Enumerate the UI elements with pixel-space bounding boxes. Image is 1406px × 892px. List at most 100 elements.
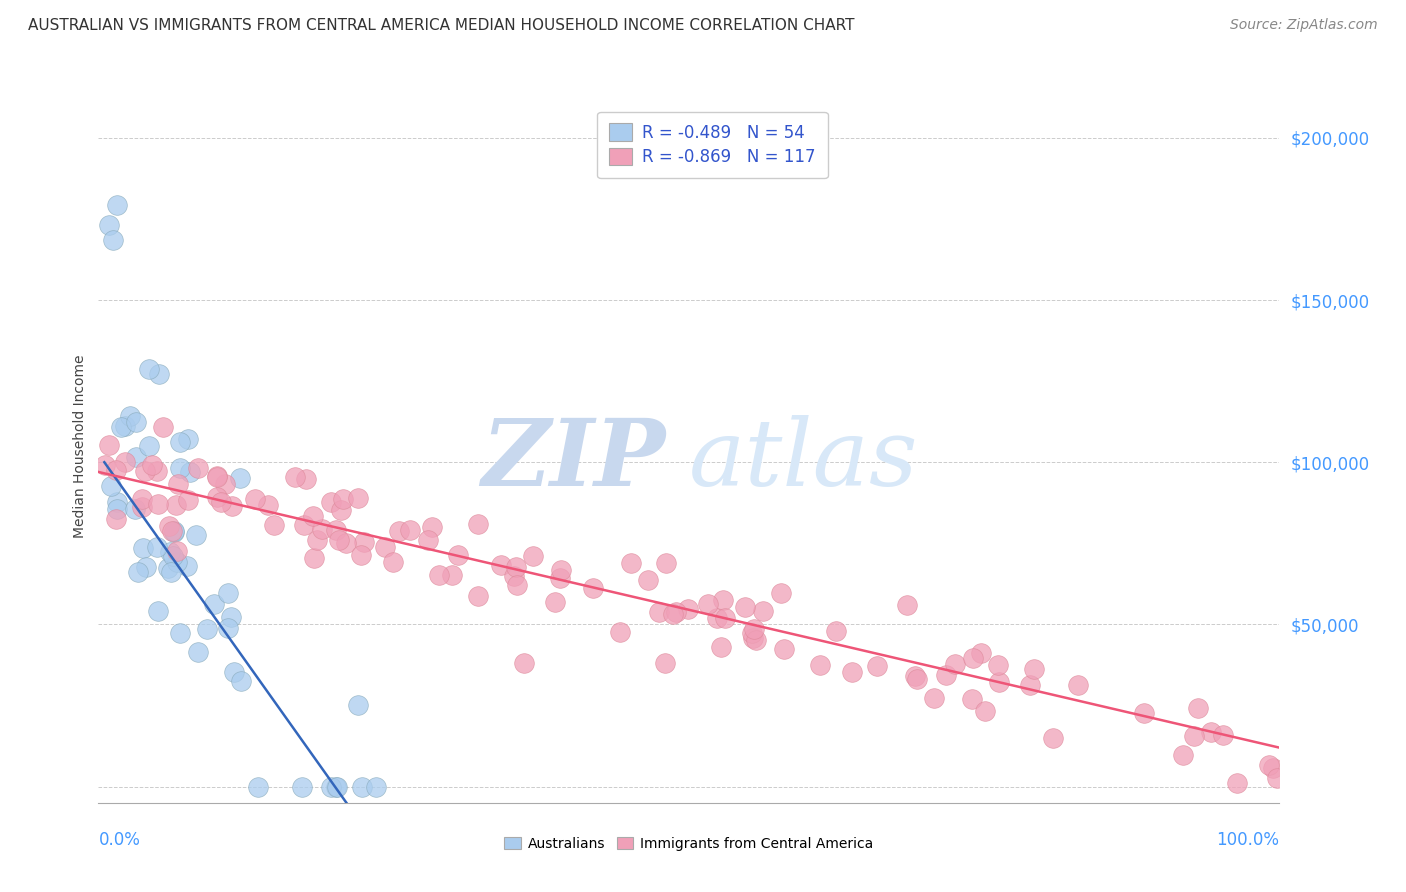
- Point: [711, 593, 734, 607]
- Point: [97, 218, 120, 232]
- Point: [160, 565, 183, 579]
- Point: [138, 362, 160, 376]
- Point: [187, 461, 209, 475]
- Point: [138, 439, 160, 453]
- Point: [416, 533, 439, 547]
- Point: [710, 640, 733, 654]
- Point: [741, 631, 763, 645]
- Text: 100.0%: 100.0%: [1216, 831, 1279, 849]
- Point: [304, 550, 326, 565]
- Point: [399, 523, 422, 537]
- Point: [752, 603, 775, 617]
- Point: [922, 690, 945, 705]
- Point: [427, 567, 450, 582]
- Point: [335, 535, 357, 549]
- Point: [202, 597, 225, 611]
- Point: [329, 502, 352, 516]
- Point: [543, 595, 565, 609]
- Point: [132, 541, 155, 555]
- Point: [741, 625, 763, 640]
- Point: [772, 642, 794, 657]
- Point: [169, 626, 191, 640]
- Point: [714, 610, 737, 624]
- Point: [662, 607, 685, 621]
- Text: atlas: atlas: [689, 416, 918, 505]
- Point: [988, 674, 1011, 689]
- Point: [325, 523, 347, 537]
- Point: [162, 549, 184, 563]
- Point: [217, 586, 239, 600]
- Point: [1201, 725, 1223, 739]
- Point: [1022, 662, 1045, 676]
- Point: [808, 658, 831, 673]
- Point: [205, 468, 228, 483]
- Point: [550, 563, 572, 577]
- Point: [125, 415, 148, 429]
- Point: [222, 665, 245, 680]
- Point: [311, 522, 333, 536]
- Point: [325, 780, 347, 794]
- Point: [290, 780, 312, 794]
- Point: [118, 409, 141, 423]
- Point: [582, 581, 605, 595]
- Point: [347, 491, 370, 505]
- Point: [301, 509, 323, 524]
- Point: [420, 520, 443, 534]
- Point: [637, 573, 659, 587]
- Point: [943, 657, 966, 671]
- Point: [648, 605, 671, 619]
- Point: [186, 527, 208, 541]
- Point: [245, 491, 267, 506]
- Point: [146, 464, 169, 478]
- Point: [292, 517, 315, 532]
- Point: [744, 622, 766, 636]
- Point: [114, 454, 136, 468]
- Point: [148, 368, 170, 382]
- Point: [163, 524, 186, 539]
- Point: [131, 500, 153, 514]
- Point: [152, 420, 174, 434]
- Point: [166, 555, 188, 569]
- Point: [157, 519, 180, 533]
- Point: [307, 533, 329, 548]
- Point: [176, 558, 198, 573]
- Point: [105, 197, 128, 211]
- Point: [319, 780, 342, 794]
- Point: [841, 665, 863, 680]
- Point: [195, 622, 218, 636]
- Point: [263, 518, 285, 533]
- Point: [665, 605, 688, 619]
- Point: [467, 589, 489, 603]
- Point: [347, 698, 370, 713]
- Point: [734, 600, 756, 615]
- Point: [905, 672, 928, 686]
- Point: [105, 463, 128, 477]
- Point: [1067, 678, 1090, 692]
- Point: [1132, 706, 1154, 720]
- Point: [1258, 758, 1281, 772]
- Text: 0.0%: 0.0%: [98, 831, 141, 849]
- Point: [373, 540, 395, 554]
- Point: [328, 533, 350, 548]
- Point: [156, 561, 179, 575]
- Point: [219, 610, 242, 624]
- Point: [148, 604, 170, 618]
- Point: [295, 472, 318, 486]
- Point: [209, 495, 232, 509]
- Point: [319, 494, 342, 508]
- Point: [896, 599, 918, 613]
- Point: [696, 597, 718, 611]
- Point: [388, 524, 411, 539]
- Point: [146, 497, 169, 511]
- Point: [177, 432, 200, 446]
- Point: [247, 780, 270, 794]
- Point: [1187, 700, 1209, 714]
- Point: [125, 450, 148, 464]
- Point: [169, 435, 191, 450]
- Point: [166, 544, 188, 558]
- Point: [114, 419, 136, 434]
- Text: Source: ZipAtlas.com: Source: ZipAtlas.com: [1230, 18, 1378, 32]
- Point: [1173, 748, 1195, 763]
- Point: [94, 458, 117, 473]
- Point: [127, 566, 149, 580]
